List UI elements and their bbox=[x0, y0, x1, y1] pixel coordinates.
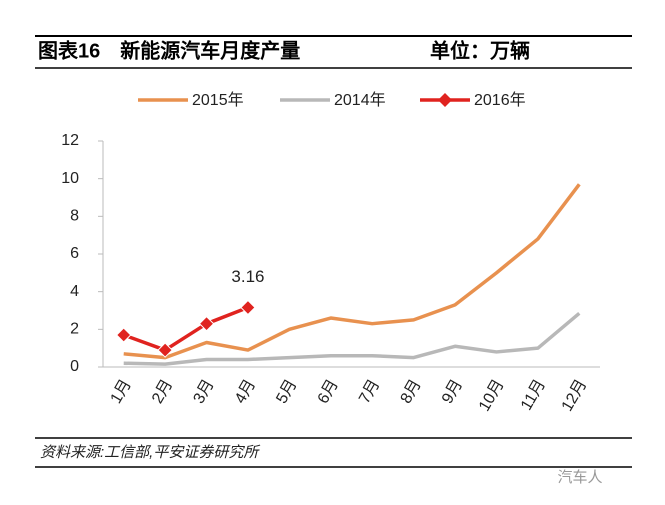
series-marker bbox=[116, 327, 132, 343]
y-tick-label: 6 bbox=[70, 245, 79, 262]
series-marker bbox=[240, 299, 256, 316]
x-tick-label: 8月 bbox=[398, 377, 425, 407]
x-tick-label: 12月 bbox=[559, 377, 591, 415]
y-tick-label: 8 bbox=[70, 208, 79, 225]
x-tick-label: 6月 bbox=[315, 377, 342, 407]
x-tick-label: 9月 bbox=[439, 377, 466, 407]
x-tick-label: 7月 bbox=[356, 377, 383, 407]
series-line bbox=[123, 183, 581, 360]
legend-label: 2015年 bbox=[192, 91, 244, 109]
y-tick-label: 12 bbox=[61, 132, 79, 149]
watermark: 汽车人 bbox=[557, 469, 602, 486]
x-tick-label: 11月 bbox=[518, 377, 549, 414]
y-tick-label: 0 bbox=[70, 358, 79, 375]
y-tick-label: 2 bbox=[70, 321, 79, 338]
unit-label: 单位：万辆 bbox=[430, 38, 530, 62]
y-tick-label: 10 bbox=[61, 170, 79, 187]
series-marker bbox=[198, 315, 215, 332]
legend-marker bbox=[438, 93, 452, 107]
data-label: 3.16 bbox=[231, 267, 264, 286]
x-tick-label: 1月 bbox=[108, 377, 135, 407]
x-tick-label: 4月 bbox=[232, 377, 259, 407]
source: 资料来源:工信部,平安证券研究所 bbox=[40, 444, 260, 461]
y-tick-label: 4 bbox=[70, 283, 79, 300]
x-tick-label: 5月 bbox=[273, 377, 300, 407]
legend-label: 2014年 bbox=[334, 91, 386, 109]
chart-title: 图表16 新能源汽车月度产量 bbox=[38, 38, 300, 62]
series-line bbox=[123, 305, 249, 352]
series-line bbox=[123, 311, 581, 366]
series-marker bbox=[157, 342, 173, 358]
legend-label: 2016年 bbox=[474, 91, 526, 109]
x-tick-label: 2月 bbox=[149, 377, 176, 407]
x-tick-label: 10月 bbox=[476, 377, 508, 415]
x-tick-label: 3月 bbox=[190, 377, 217, 407]
